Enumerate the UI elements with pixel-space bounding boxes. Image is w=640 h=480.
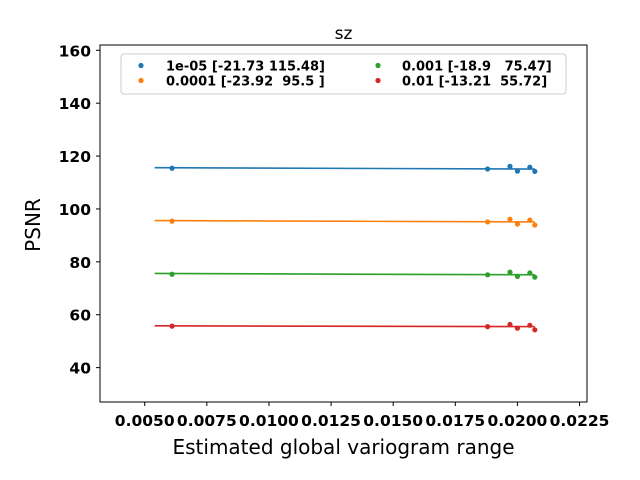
x-tick-label: 0.0125 (301, 412, 361, 430)
x-tick-label: 0.0200 (488, 412, 548, 430)
data-point-series-3-0 (169, 323, 175, 329)
y-tick-label: 160 (59, 42, 92, 60)
data-point-series-3-5 (532, 327, 538, 333)
y-tick-label: 60 (69, 307, 91, 325)
data-point-series-0-5 (532, 168, 538, 175)
data-point-series-2-3 (514, 273, 521, 279)
data-point-series-1-4 (527, 217, 533, 223)
fit-line-series-0 (154, 166, 535, 170)
data-point-series-2-5 (532, 274, 538, 280)
legend-marker-2 (375, 62, 381, 69)
legend-label-0: 1e-05 [-21.73 115.48] (166, 60, 325, 75)
x-tick-label: 0.0225 (550, 412, 610, 430)
data-point-series-0-3 (514, 168, 521, 174)
fit-line-series-3 (154, 325, 535, 328)
data-point-series-1-2 (507, 216, 513, 222)
data-point-series-0-0 (169, 165, 175, 171)
x-tick-label: 0.0150 (363, 412, 423, 430)
y-tick-label: 140 (59, 95, 92, 113)
legend-marker-3 (375, 77, 381, 84)
x-tick-label: 0.0075 (177, 412, 237, 430)
x-tick-label: 0.0050 (115, 412, 175, 430)
fit-line-series-2 (154, 272, 535, 276)
plot-series-points (169, 163, 538, 333)
data-point-series-3-2 (507, 321, 513, 328)
plot-frame (99, 44, 588, 403)
x-axis-ticks: 0.0050 0.0075 0.0100 0.0125 0.0150 0.0175 0.02… (115, 402, 610, 430)
y-tick-label: 80 (69, 254, 91, 272)
data-point-series-0-2 (507, 163, 513, 169)
y-tick-label: 120 (59, 148, 92, 166)
x-tick-label: 0.0175 (425, 412, 485, 430)
data-point-series-2-2 (507, 269, 513, 275)
data-point-series-3-3 (514, 325, 521, 331)
legend: 1e-05 [-21.73 115.48]0.0001 [-23.92 95.5… (120, 53, 567, 95)
legend-marker-0 (138, 62, 144, 69)
data-point-series-2-0 (169, 271, 175, 277)
fit-line-series-1 (154, 219, 535, 223)
chart-title: sz (335, 24, 353, 44)
y-tick-label: 100 (59, 201, 92, 219)
data-point-series-3-1 (485, 324, 491, 330)
data-point-series-1-1 (485, 219, 491, 225)
data-point-series-0-4 (527, 164, 533, 170)
legend-label-1: 0.0001 [-23.92 95.5 ] (166, 75, 325, 90)
legend-label-3: 0.01 [-13.21 55.72] (402, 75, 547, 90)
y-axis-ticks: 40 60 80 100 120 140 160 (59, 42, 100, 378)
x-axis-label: Estimated global variogram range (172, 435, 514, 459)
legend-label-2: 0.001 [-18.9 75.47] (402, 60, 552, 75)
data-point-series-1-0 (169, 218, 175, 224)
legend-marker-1 (138, 77, 144, 84)
y-axis-label: PSNR (21, 198, 45, 252)
legend-box (120, 53, 567, 95)
data-point-series-1-5 (532, 222, 538, 228)
data-point-series-0-1 (485, 166, 491, 172)
data-point-series-1-3 (514, 221, 521, 227)
x-tick-label: 0.0100 (239, 412, 299, 430)
data-point-series-3-4 (527, 322, 533, 328)
data-point-series-2-1 (485, 272, 491, 278)
plot-series-lines (154, 166, 535, 328)
y-tick-label: 40 (69, 360, 91, 378)
data-point-series-2-4 (527, 270, 533, 276)
